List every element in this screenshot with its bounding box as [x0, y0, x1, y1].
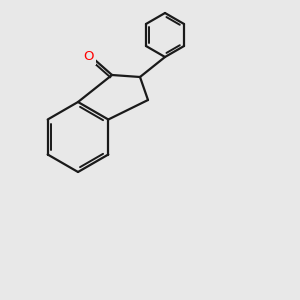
Text: O: O [84, 50, 94, 64]
